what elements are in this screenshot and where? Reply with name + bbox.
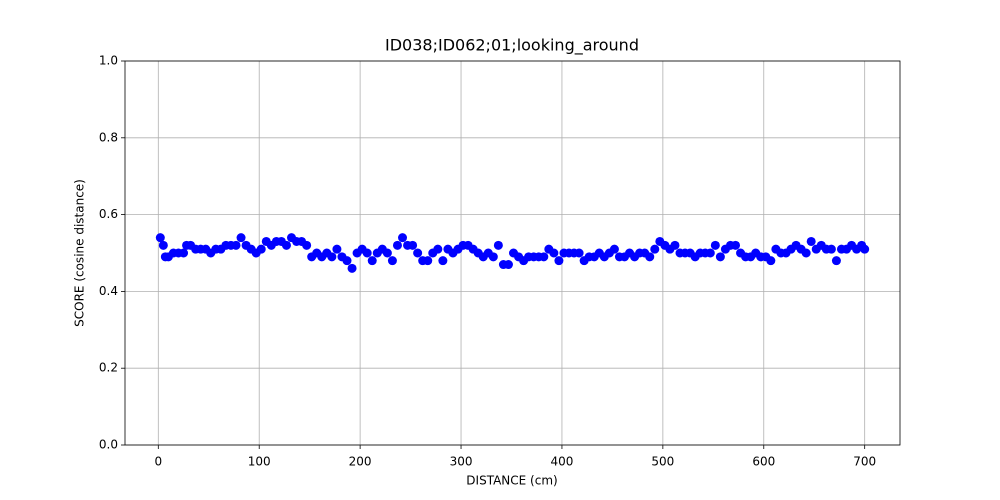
data-point (256, 244, 266, 254)
x-tick-label: 200 (349, 455, 372, 469)
data-point (281, 240, 291, 250)
x-axis-label: DISTANCE (cm) (466, 474, 557, 488)
data-point (347, 263, 357, 273)
data-point (408, 240, 418, 250)
data-point (710, 240, 720, 250)
data-point (398, 233, 408, 243)
data-point (503, 260, 513, 270)
data-point (860, 244, 870, 254)
data-point (438, 256, 448, 266)
data-point (423, 256, 433, 266)
y-tick-label: 0.4 (99, 284, 118, 298)
data-point (731, 240, 741, 250)
data-point (549, 248, 559, 258)
y-tick-label: 0.6 (99, 207, 118, 221)
data-point (831, 256, 841, 266)
y-tick-label: 0.8 (99, 130, 118, 144)
data-point (327, 252, 337, 262)
data-point (236, 233, 246, 243)
data-point (488, 252, 498, 262)
data-point (413, 248, 423, 258)
data-point (332, 244, 342, 254)
data-point (806, 236, 816, 246)
plot-frame (124, 60, 901, 446)
data-point (382, 248, 392, 258)
data-point (362, 248, 372, 258)
data-point (302, 240, 312, 250)
x-tick-label: 400 (550, 455, 573, 469)
data-point (766, 256, 776, 266)
data-point (155, 233, 165, 243)
y-tick-label: 0.2 (99, 361, 118, 375)
data-point (609, 244, 619, 254)
data-point (826, 244, 836, 254)
data-point (179, 248, 189, 258)
data-point (574, 248, 584, 258)
data-point (705, 248, 715, 258)
data-point (645, 252, 655, 262)
data-point (433, 244, 443, 254)
data-point (367, 256, 377, 266)
data-point (158, 240, 168, 250)
data-point (231, 240, 241, 250)
data-point (801, 248, 811, 258)
data-point (392, 240, 402, 250)
y-axis-label: SCORE (cosine distance) (73, 179, 87, 327)
data-point (493, 240, 503, 250)
x-tick-label: 700 (853, 455, 876, 469)
data-point (387, 256, 397, 266)
data-point (650, 244, 660, 254)
chart-title: ID038;ID062;01;looking_around (385, 36, 639, 56)
y-tick-label: 0.0 (99, 438, 118, 452)
x-tick-label: 300 (450, 455, 473, 469)
data-point (539, 252, 549, 262)
data-point (670, 240, 680, 250)
x-tick-label: 100 (248, 455, 271, 469)
data-point (715, 252, 725, 262)
data-point (554, 256, 564, 266)
x-tick-label: 500 (651, 455, 674, 469)
y-tick-label: 1.0 (99, 54, 118, 68)
data-point (342, 256, 352, 266)
x-tick-label: 600 (752, 455, 775, 469)
x-tick-label: 0 (154, 455, 162, 469)
